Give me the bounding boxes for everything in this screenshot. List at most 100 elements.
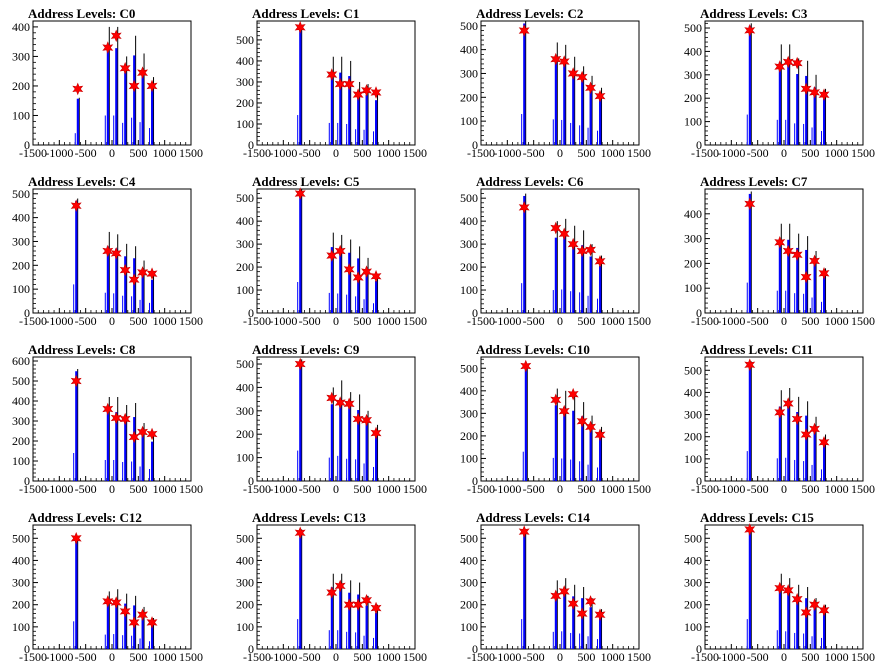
plot-frame: [256, 188, 416, 314]
histogram-peak: [523, 23, 526, 146]
chart-panel-11: Address Levels: C11 0 100 200 300 400 500 -1500…: [684, 342, 875, 496]
histogram-peak: [787, 239, 790, 313]
histogram-peak: [365, 423, 368, 481]
peak-marker: [128, 430, 140, 444]
chart-title: Address Levels: C1: [252, 6, 359, 21]
x-tick-label: -1000: [493, 482, 521, 496]
peak-marker: [119, 412, 131, 426]
chart-title: Address Levels: C9: [252, 342, 360, 357]
peak-marker: [343, 77, 355, 91]
y-tick-label: 500: [460, 19, 478, 33]
histogram-peak: [563, 62, 566, 145]
histogram-peak: [124, 603, 127, 649]
x-tick-label: 1500: [851, 314, 875, 328]
x-tick-label: 0: [557, 482, 563, 496]
peak-marker: [110, 29, 122, 43]
peak-marker: [594, 89, 606, 103]
chart-title: Address Levels: C3: [700, 6, 808, 21]
histogram-peak: [796, 74, 799, 145]
chart-panel-5: Address Levels: C50100200300400500-1500-…: [236, 174, 427, 328]
peak-marker: [352, 271, 364, 284]
peak-marker: [128, 273, 140, 286]
y-tick-label: 500: [236, 531, 254, 545]
histogram-peak: [778, 406, 781, 481]
y-tick-label: 500: [460, 191, 478, 205]
y-tick-label: 400: [684, 207, 702, 221]
x-tick-label: -500: [75, 650, 97, 664]
y-tick-label: 100: [684, 115, 702, 129]
chart-panel-7: Address Levels: C7 0 100 200 300 400 -1500-100…: [684, 174, 875, 328]
y-tick-label: 500: [12, 531, 30, 545]
peak-marker: [744, 197, 756, 211]
peak-marker: [550, 589, 562, 603]
y-tick-label: 300: [684, 576, 702, 590]
peak-marker: [70, 199, 82, 212]
peak-marker: [352, 88, 364, 101]
peak-marker: [800, 270, 812, 284]
x-tick-label: -1500: [19, 650, 47, 664]
y-tick-label: 500: [12, 374, 30, 388]
histogram-peak: [151, 623, 154, 649]
histogram-peak: [339, 72, 342, 145]
histogram-peak: [299, 191, 302, 313]
peak-marker: [782, 244, 794, 258]
y-tick-label: 300: [236, 237, 254, 251]
histogram-peak: [599, 98, 602, 145]
histogram-peak: [813, 262, 816, 313]
peak-marker: [334, 244, 346, 258]
peak-marker: [594, 608, 606, 621]
y-tick-label: 400: [460, 384, 478, 398]
peak-marker: [102, 595, 114, 608]
y-tick-label: 0: [696, 474, 702, 488]
y-tick-label: 0: [24, 306, 30, 320]
y-tick-label: 200: [236, 96, 254, 110]
peak-marker: [550, 52, 562, 66]
x-tick-label: -1000: [269, 146, 297, 160]
chart-panel-13: Address Levels: C13 0 100 200 300 400 500 -1500…: [236, 510, 427, 664]
y-tick-label: 0: [472, 306, 478, 320]
y-tick-label: 500: [460, 361, 478, 375]
peak-marker: [576, 607, 588, 620]
histogram-peak: [563, 407, 566, 481]
histogram-peak: [299, 361, 302, 481]
x-tick-label: -1500: [467, 482, 495, 496]
histogram-peak: [813, 87, 816, 145]
y-tick-label: 400: [236, 214, 254, 228]
x-tick-label: -500: [523, 314, 545, 328]
histogram-peak: [299, 27, 302, 146]
x-tick-label: 500: [577, 314, 595, 328]
chart-panel-8: Address Levels: C8 0 100 200 300 400 500 600 -15…: [12, 342, 203, 496]
histogram-peak: [581, 416, 584, 481]
histogram-peak: [348, 592, 351, 649]
histogram-peak: [778, 62, 781, 145]
histogram-peak: [523, 195, 526, 313]
x-tick-label: 1000: [153, 650, 177, 664]
x-tick-label: 1000: [153, 314, 177, 328]
x-tick-label: -500: [747, 146, 769, 160]
peak-marker: [800, 428, 812, 441]
y-tick-label: 300: [684, 232, 702, 246]
histogram-peak: [339, 398, 342, 481]
x-tick-label: -1500: [243, 650, 271, 664]
histogram-peak: [357, 594, 360, 649]
histogram-peak: [151, 441, 154, 481]
peak-marker: [518, 525, 530, 538]
histogram-peak: [823, 98, 826, 145]
histogram-peak: [599, 616, 602, 649]
histogram-peak: [115, 412, 118, 481]
plot-frame: [256, 20, 416, 146]
x-tick-label: -1500: [467, 314, 495, 328]
y-tick-label: 400: [684, 385, 702, 399]
plot-frame: [32, 20, 192, 146]
y-tick-label: 200: [684, 598, 702, 612]
histogram-peak: [823, 612, 826, 649]
chart-panel-1: Address Levels: C10100200300400500-1500-…: [236, 6, 427, 160]
peak-marker: [744, 24, 756, 37]
histogram-peak: [554, 237, 557, 313]
peak-marker: [361, 413, 373, 427]
y-tick-label: 400: [684, 553, 702, 567]
peak-marker: [774, 60, 786, 73]
x-tick-label: 500: [129, 146, 147, 160]
histogram-peak: [133, 417, 136, 481]
plot-frame: [704, 356, 864, 482]
